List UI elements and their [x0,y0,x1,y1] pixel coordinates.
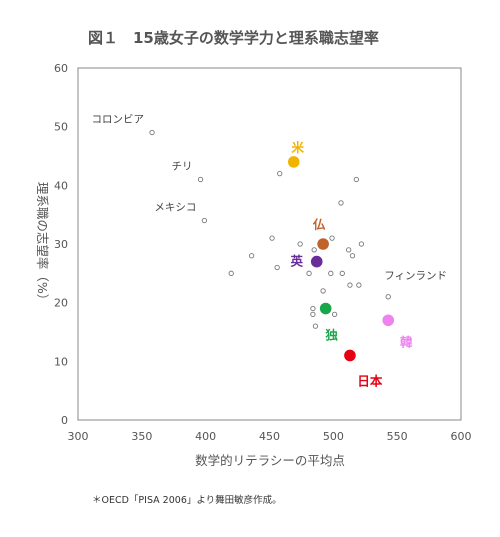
y-axis-label: 理系職の志望率（%） [35,182,50,306]
x-tick-label: 550 [387,430,408,443]
country-point [248,253,255,259]
country-point [349,253,356,259]
y-tick-label: 50 [54,121,68,134]
source-note: ＊OECD「PISA 2006」より舞田敏彦作成。 [92,494,282,506]
y-tick-label: 30 [54,238,68,251]
country-point [306,270,312,276]
highlighted-country-points [287,156,395,362]
highlighted-point [319,302,332,315]
country-point [353,176,359,183]
country-annotation: チリ [172,160,193,172]
x-tick-label: 450 [259,430,280,443]
country-point [346,247,352,253]
highlighted-point [382,314,395,327]
highlighted-label: 仏 [313,217,326,232]
highlighted-point [287,156,300,168]
country-point [329,235,335,241]
country-point [310,305,316,312]
x-tick-label: 350 [131,430,152,443]
highlighted-label: 韓 [400,334,413,349]
highlighted-label: 独 [324,328,338,343]
country-point [331,311,338,318]
highlighted-point [317,238,329,250]
country-annotation: フィンランド [384,270,447,282]
country-point [201,217,208,224]
country-point [328,270,334,276]
x-tick-label: 500 [323,430,344,443]
country-point [312,323,319,329]
highlighted-point [310,255,323,268]
country-point [339,270,345,276]
country-point [277,170,283,177]
y-tick-labels: 0 10 20 30 40 50 60 [54,62,68,427]
country-point [297,241,303,247]
country-point [228,270,234,276]
highlighted-point [344,349,356,362]
country-point [197,176,204,183]
country-point [310,311,316,318]
country-point [269,235,275,241]
highlighted-label: 日本 [357,373,383,388]
y-tick-label: 10 [54,355,68,368]
country-point [311,247,317,253]
y-tick-label: 60 [54,62,68,75]
x-tick-labels: 300 350 400 450 500 550 600 [68,430,472,443]
chart-title: 図１ 15歳女子の数学学力と理系職志望率 [88,29,379,47]
country-point [320,288,326,294]
country-point [356,282,362,288]
country-point [274,264,280,271]
x-axis-label: 数学的リテラシーの平均点 [195,453,345,468]
country-annotation: コロンビア [92,114,145,126]
highlighted-label: 英 [290,254,303,269]
country-point [385,294,391,300]
country-annotation: メキシコ [154,202,196,214]
plot-frame [77,67,462,421]
country-point [358,241,365,247]
y-tick-label: 40 [54,179,68,192]
x-tick-label: 400 [195,430,216,443]
x-tick-label: 300 [68,430,89,443]
highlighted-label: 米 [290,140,304,155]
country-point [149,129,155,136]
country-point [347,282,353,288]
y-tick-label: 0 [61,414,68,427]
x-tick-label: 600 [451,430,472,443]
other-country-points [149,129,391,329]
y-tick-label: 20 [54,297,68,310]
country-point [338,200,344,206]
